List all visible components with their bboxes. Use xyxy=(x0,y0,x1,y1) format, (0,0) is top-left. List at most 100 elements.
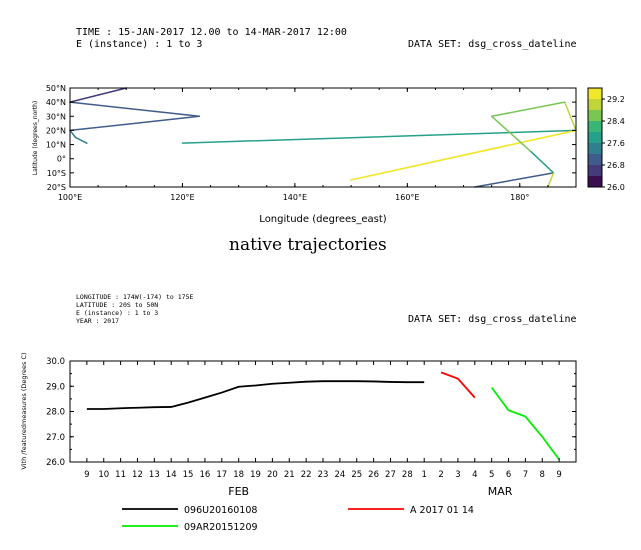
month-label: MAR xyxy=(488,485,513,498)
colorbar-tick-label: 26.8 xyxy=(607,161,625,170)
ts-x-tick-label: 26 xyxy=(368,470,379,480)
legend: 096U20160108 A 2017 01 14 09AR20151209 xyxy=(122,505,474,533)
map-x-axis-label: Longitude (degrees_east) xyxy=(259,214,386,225)
trajectory-segment-3 xyxy=(69,101,201,118)
trajectory-segment-9 xyxy=(490,101,566,118)
ts-x-tick-label: 24 xyxy=(334,470,345,480)
trajectory-segment-4 xyxy=(69,87,127,103)
ts-x-tick-label: 10 xyxy=(98,470,109,480)
map-x-tick-label: 140°E xyxy=(283,193,307,202)
colorbar-tick-label: 28.4 xyxy=(607,117,625,126)
ts-y-ticks: 26.0 27.0 28.0 29.0 30.0 xyxy=(46,357,576,468)
trajectory-lines xyxy=(69,87,577,188)
colorbar-tick-label: 27.6 xyxy=(607,139,625,148)
ts-x-tick-label: 17 xyxy=(216,470,227,480)
map-y-axis-label: Latitude (degrees_north) xyxy=(32,101,39,176)
ts-x-tick-label: 21 xyxy=(284,470,295,480)
legend-label-2: 09AR20151209 xyxy=(184,522,258,533)
ts-x-tick-label: 16 xyxy=(200,470,211,480)
map-y-tick-label: 10°N xyxy=(46,141,66,150)
ts-x-tick-label: 3 xyxy=(455,470,460,480)
ts-y-tick-label: 30.0 xyxy=(46,357,65,367)
ts-x-tick-label: 1 xyxy=(421,470,426,480)
colorbar-cell xyxy=(588,132,602,143)
map-y-tick-label: 50°N xyxy=(46,84,66,93)
ts-x-tick-label: 9 xyxy=(556,470,561,480)
trajectory-segment-13 xyxy=(547,172,555,188)
map-y-tick-label: 30°N xyxy=(46,112,66,121)
ts-x-tick-label: 13 xyxy=(149,470,160,480)
ts-plot-frame xyxy=(69,360,577,463)
map-y-ticks: 20°S 10°S 0° 10°N 20°N 30°N 40°N 50°N xyxy=(46,84,576,192)
ts-x-tick-label: 12 xyxy=(132,470,143,480)
trajectory-segment-8 xyxy=(564,101,577,132)
map-x-ticks: 100°E 120°E 140°E 160°E 180° xyxy=(58,88,577,202)
series-line-1 xyxy=(440,371,476,399)
map-x-tick-label: 120°E xyxy=(170,193,194,202)
colorbar: 26.0 26.8 27.6 28.4 29.2 xyxy=(587,87,625,192)
ts-x-tick-label: 27 xyxy=(385,470,396,480)
ts-x-tick-label: 20 xyxy=(267,470,278,480)
trajectory-segment-2 xyxy=(69,115,201,132)
colorbar-cell xyxy=(588,154,602,165)
colorbar-cell xyxy=(588,110,602,121)
map-x-tick-label: 100°E xyxy=(58,193,82,202)
ts-x-tick-label: 14 xyxy=(166,470,177,480)
colorbar-cell xyxy=(588,99,602,110)
ts-x-tick-label: 18 xyxy=(233,470,244,480)
map-y-tick-label: 20°N xyxy=(46,126,66,135)
latitude-range-text: LATITUDE : 20S to 50N xyxy=(76,301,159,309)
instance-range-text-2: E (instance) : 1 to 3 xyxy=(76,309,159,317)
ts-y-tick-label: 27.0 xyxy=(46,433,65,443)
ts-x-tick-label: 6 xyxy=(506,470,511,480)
map-y-tick-label: 40°N xyxy=(46,98,66,107)
ts-y-tick-label: 26.0 xyxy=(46,458,65,468)
trajectory-segment-12 xyxy=(474,172,555,188)
dataset-label-top: DATA SET: dsg_cross_dateline xyxy=(408,39,577,50)
ts-x-tick-label: 19 xyxy=(250,470,261,480)
ts-x-tick-label: 23 xyxy=(318,470,329,480)
ts-x-tick-label: 4 xyxy=(472,470,477,480)
colorbar-tick-label: 29.2 xyxy=(607,95,625,104)
trajectory-segment-1 xyxy=(69,129,77,139)
colorbar-cell xyxy=(588,88,602,99)
map-y-tick-label: 0° xyxy=(57,155,66,164)
colorbar-cell xyxy=(588,165,602,176)
ts-x-ticks: 9 10 11 12 13 14 15 16 17 18 19 20 21 22 23 24 25 26 27 28 1… xyxy=(84,361,562,480)
longitude-range-text: LONGITUDE : 174W(-174) to 175E xyxy=(76,293,194,301)
ts-x-tick-label: 5 xyxy=(489,470,494,480)
ts-x-tick-label: 11 xyxy=(115,470,126,480)
series-line-0 xyxy=(86,380,425,410)
chart-title-native-trajectories: native trajectories xyxy=(229,235,387,255)
colorbar-cell xyxy=(588,176,602,187)
time-range-text: TIME : 15-JAN-2017 12.00 to 14-MAR-2017 … xyxy=(76,27,347,38)
ts-y-tick-label: 28.0 xyxy=(46,408,65,418)
map-y-tick-label: 20°S xyxy=(47,183,66,192)
colorbar-frame xyxy=(587,87,603,188)
ts-y-tick-label: 29.0 xyxy=(46,382,65,392)
ts-x-tick-label: 15 xyxy=(183,470,194,480)
legend-label-1: A 2017 01 14 xyxy=(410,505,474,516)
time-series-lines xyxy=(86,371,560,461)
trajectory-segment-11 xyxy=(530,150,555,174)
legend-label-0: 096U20160108 xyxy=(184,505,257,516)
year-text: YEAR : 2017 xyxy=(76,317,120,325)
ts-x-tick-label: 22 xyxy=(301,470,312,480)
ts-x-tick-label: 2 xyxy=(438,470,443,480)
colorbar-cell xyxy=(588,143,602,154)
colorbar-cell xyxy=(588,121,602,132)
series-line-2 xyxy=(490,386,560,461)
map-x-tick-label: 160°E xyxy=(395,193,419,202)
ts-y-axis-label: Vith /featuredmeasures (Degrees C) xyxy=(20,352,28,469)
ts-x-tick-label: 7 xyxy=(523,470,528,480)
instance-range-text: E (instance) : 1 to 3 xyxy=(76,39,203,50)
ts-x-tick-label: 9 xyxy=(84,470,89,480)
trajectory-segment-10 xyxy=(490,115,532,153)
ts-month-labels: FEB MAR xyxy=(228,485,513,498)
colorbar-tick-label: 26.0 xyxy=(607,183,625,192)
dataset-label-bottom: DATA SET: dsg_cross_dateline xyxy=(408,314,577,325)
trajectory-segment-0 xyxy=(74,136,88,144)
map-y-tick-label: 10°S xyxy=(47,169,66,178)
